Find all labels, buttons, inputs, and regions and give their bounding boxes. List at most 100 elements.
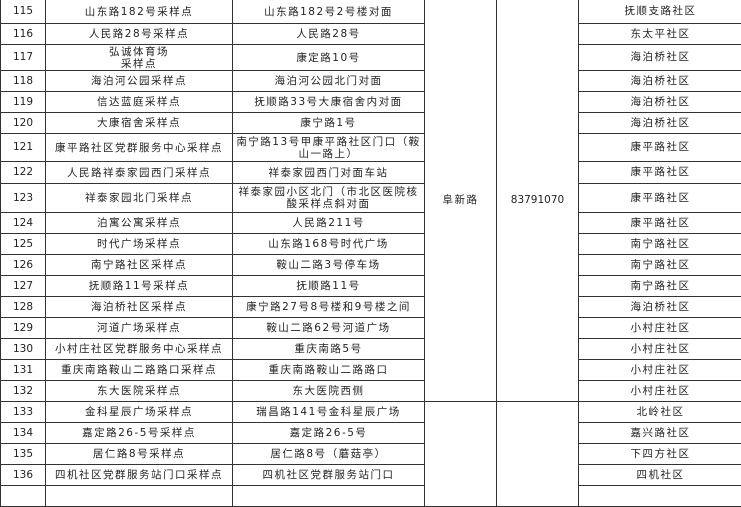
community-cell: 康平路社区 xyxy=(579,184,741,213)
community-cell: 康平路社区 xyxy=(579,213,741,234)
row-number-cell: 115 xyxy=(1,0,46,24)
community-cell: 海泊桥社区 xyxy=(579,297,741,318)
address-cell: 人民路211号 xyxy=(233,213,425,234)
site-name-cell: 重庆南路鞍山二路路口采样点 xyxy=(46,360,233,381)
site-name-cell: 信达蓝庭采样点 xyxy=(46,92,233,113)
community-cell: 小村庄社区 xyxy=(579,360,741,381)
address-cell: 重庆南路5号 xyxy=(233,339,425,360)
address-cell: 康宁路1号 xyxy=(233,113,425,134)
address-cell: 东大医院西侧 xyxy=(233,381,425,402)
community-cell: 四机社区 xyxy=(579,465,741,486)
table-row xyxy=(1,486,741,507)
site-name-cell: 弘诚体育场 采样点 xyxy=(46,45,233,71)
site-name-cell: 海泊河公园采样点 xyxy=(46,71,233,92)
address-cell: 康宁路27号8号楼和9号楼之间 xyxy=(233,297,425,318)
community-cell: 海泊桥社区 xyxy=(579,113,741,134)
address-cell: 南宁路13号甲康平路社区门口（鞍山一路上） xyxy=(233,134,425,162)
community-cell: 海泊桥社区 xyxy=(579,92,741,113)
site-name-cell: 嘉定路26-5号采样点 xyxy=(46,423,233,444)
address-cell: 山东路168号时代广场 xyxy=(233,234,425,255)
row-number-cell: 136 xyxy=(1,465,46,486)
row-number-cell: 117 xyxy=(1,45,46,71)
row-number-cell: 130 xyxy=(1,339,46,360)
row-number-cell: 116 xyxy=(1,24,46,45)
empty-cell xyxy=(233,486,425,507)
row-number-cell: 127 xyxy=(1,276,46,297)
row-number-cell: 118 xyxy=(1,71,46,92)
row-number-cell: 129 xyxy=(1,318,46,339)
address-cell: 瑞昌路141号金科星辰广场 xyxy=(233,402,425,423)
street-cell xyxy=(425,402,497,507)
community-cell: 小村庄社区 xyxy=(579,339,741,360)
row-number-cell: 132 xyxy=(1,381,46,402)
community-cell: 北岭社区 xyxy=(579,402,741,423)
site-name-cell: 山东路182号采样点 xyxy=(46,0,233,24)
address-cell: 人民路28号 xyxy=(233,24,425,45)
row-number-cell: 122 xyxy=(1,162,46,184)
community-cell: 南宁路社区 xyxy=(579,255,741,276)
address-cell: 鞍山二路62号河道广场 xyxy=(233,318,425,339)
site-name-cell: 居仁路8号采样点 xyxy=(46,444,233,465)
empty-cell xyxy=(46,486,233,507)
community-cell: 南宁路社区 xyxy=(579,276,741,297)
address-cell: 山东路182号2号楼对面 xyxy=(233,0,425,24)
street-cell: 阜新路 xyxy=(425,0,497,402)
community-cell: 小村庄社区 xyxy=(579,318,741,339)
community-cell: 海泊桥社区 xyxy=(579,45,741,71)
address-cell: 四机社区党群服务站门口 xyxy=(233,465,425,486)
site-name-cell: 小村庄社区党群服务中心采样点 xyxy=(46,339,233,360)
community-cell: 小村庄社区 xyxy=(579,381,741,402)
empty-cell xyxy=(579,486,741,507)
address-cell: 康定路10号 xyxy=(233,45,425,71)
row-number-cell: 123 xyxy=(1,184,46,213)
site-name-cell: 人民路28号采样点 xyxy=(46,24,233,45)
row-number-cell: 125 xyxy=(1,234,46,255)
address-cell: 嘉定路26-5号 xyxy=(233,423,425,444)
site-name-cell: 四机社区党群服务站门口采样点 xyxy=(46,465,233,486)
site-name-cell: 康平路社区党群服务中心采样点 xyxy=(46,134,233,162)
site-name-cell: 东大医院采样点 xyxy=(46,381,233,402)
row-number-cell: 131 xyxy=(1,360,46,381)
address-cell: 祥泰家园西门对面车站 xyxy=(233,162,425,184)
phone-cell: 83791070 xyxy=(497,0,579,402)
site-name-cell: 抚顺路11号采样点 xyxy=(46,276,233,297)
community-cell: 下四方社区 xyxy=(579,444,741,465)
address-cell: 海泊河公园北门对面 xyxy=(233,71,425,92)
row-number-cell: 119 xyxy=(1,92,46,113)
row-number-cell: 120 xyxy=(1,113,46,134)
site-name-cell: 时代广场采样点 xyxy=(46,234,233,255)
site-name-cell: 金科星辰广场采样点 xyxy=(46,402,233,423)
site-name-cell: 海泊桥社区采样点 xyxy=(46,297,233,318)
row-number-cell: 126 xyxy=(1,255,46,276)
row-number-cell: 135 xyxy=(1,444,46,465)
community-cell: 康平路社区 xyxy=(579,162,741,184)
empty-cell xyxy=(1,486,46,507)
address-cell: 鞍山二路3号停车场 xyxy=(233,255,425,276)
community-cell: 嘉兴路社区 xyxy=(579,423,741,444)
address-cell: 居仁路8号（蘑菇亭） xyxy=(233,444,425,465)
site-name-cell: 大康宿舍采样点 xyxy=(46,113,233,134)
site-name-cell: 祥泰家园北门采样点 xyxy=(46,184,233,213)
community-cell: 海泊桥社区 xyxy=(579,71,741,92)
row-number-cell: 133 xyxy=(1,402,46,423)
row-number-cell: 134 xyxy=(1,423,46,444)
address-cell: 祥泰家园小区北门（市北区医院核酸采样点斜对面 xyxy=(233,184,425,213)
address-cell: 重庆南路鞍山二路路口 xyxy=(233,360,425,381)
